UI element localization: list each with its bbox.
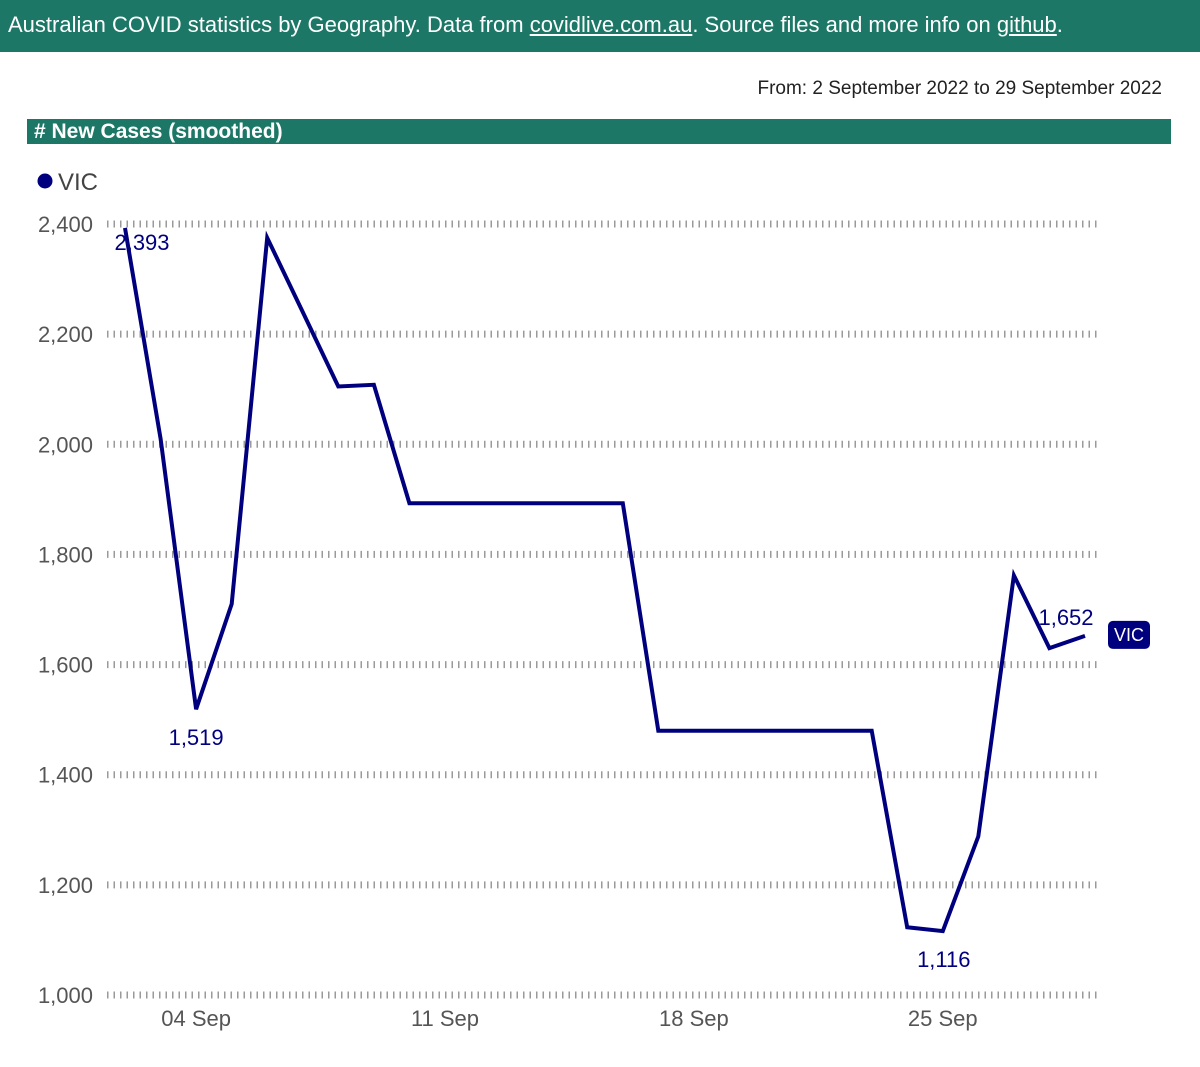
app-header: Australian COVID statistics by Geography…	[0, 0, 1200, 52]
data-label: 2,393	[114, 230, 169, 255]
github-link[interactable]: github	[996, 12, 1057, 37]
y-tick-label: 1,600	[38, 653, 93, 678]
x-tick-label: 11 Sep	[411, 1006, 479, 1031]
y-tick-label: 1,400	[38, 763, 93, 788]
y-tick-label: 2,000	[38, 432, 93, 457]
legend-marker	[37, 173, 53, 189]
y-tick-label: 2,400	[38, 212, 93, 237]
series-end-badge	[1108, 620, 1150, 649]
series-end-label: VIC	[1114, 625, 1144, 645]
chart-section-title: # New Cases (smoothed)	[27, 119, 1171, 144]
series-line-vic[interactable]	[123, 227, 1086, 934]
line-chart: 1,000 1,200 1,400 1,600 1,800 2,000 2,200 2,400…	[37, 169, 1150, 1031]
y-tick-label: 1,000	[38, 983, 93, 1008]
header-text-intro: Australian COVID statistics by Geography…	[8, 12, 530, 37]
data-label: 1,116	[917, 947, 970, 972]
data-label: 1,519	[169, 725, 224, 750]
header-text-end: .	[1056, 12, 1063, 37]
y-tick-label: 2,200	[38, 322, 93, 347]
x-tick-label: 25 Sep	[908, 1006, 978, 1031]
x-tick-label: 04 Sep	[161, 1006, 231, 1031]
header-text-middle: . Source files and more info on	[692, 12, 997, 37]
y-tick-label: 1,200	[38, 873, 93, 898]
date-range-label: From: 2 September 2022 to 29 September 2…	[757, 78, 1162, 99]
data-label: 1,652	[1038, 605, 1093, 630]
legend-label[interactable]: VIC	[58, 169, 98, 196]
x-tick-label: 18 Sep	[659, 1006, 729, 1031]
covidlive-link[interactable]: covidlive.com.au	[529, 12, 693, 37]
y-tick-label: 1,800	[38, 542, 93, 567]
